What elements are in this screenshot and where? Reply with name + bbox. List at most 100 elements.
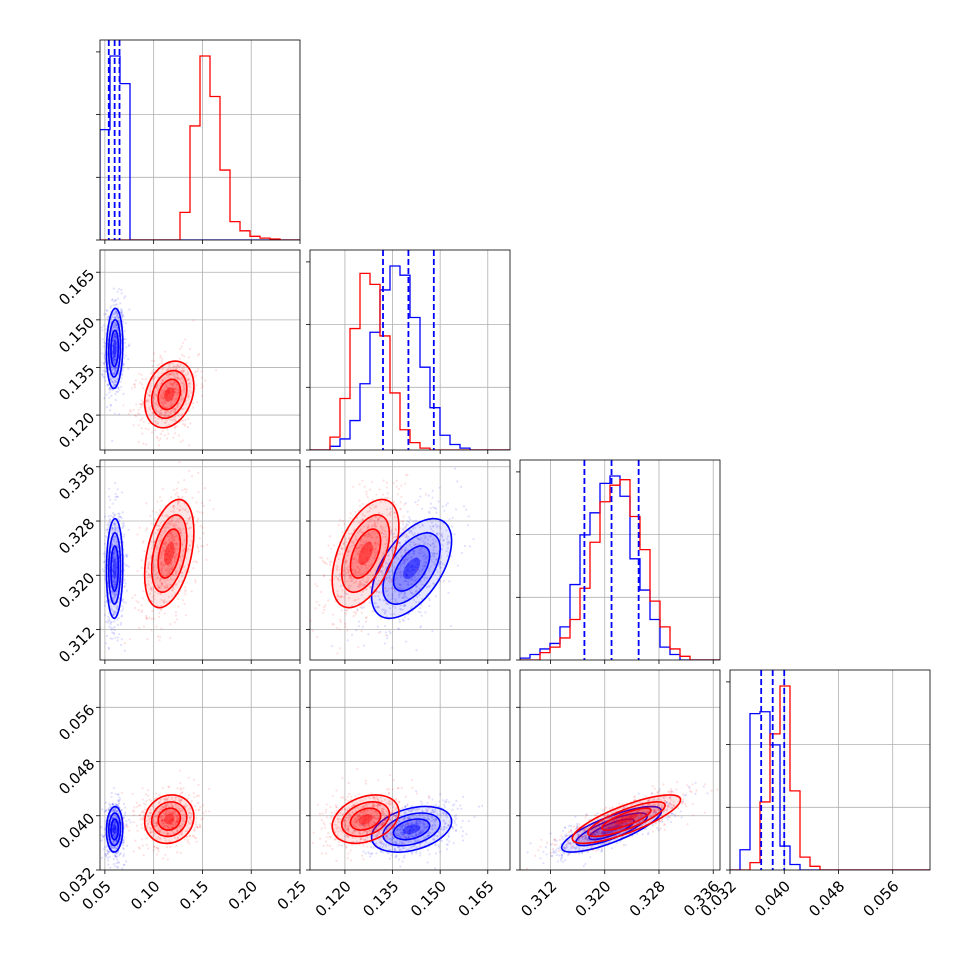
sample-point [160, 394, 163, 397]
sample-point [173, 410, 176, 413]
sample-point [353, 568, 356, 571]
sample-point [170, 519, 174, 522]
sample-point [111, 357, 114, 360]
sample-point [407, 535, 410, 539]
sample-point [122, 600, 125, 604]
sample-point [104, 312, 107, 316]
sample-point [363, 548, 366, 552]
sample-point [377, 631, 381, 634]
sample-point [371, 610, 374, 613]
sample-point [427, 494, 430, 497]
sample-point [102, 369, 105, 372]
sample-point [413, 552, 416, 555]
sample-point [356, 608, 359, 611]
sample-point [399, 583, 402, 587]
sample-point [187, 776, 190, 779]
sample-point [439, 566, 442, 569]
sample-point [182, 382, 185, 385]
sample-point [173, 522, 176, 526]
sample-point [160, 433, 163, 436]
sample-point [380, 571, 383, 574]
sample-point [401, 528, 404, 531]
sample-point [114, 333, 117, 336]
sample-point [368, 505, 371, 508]
sample-point [179, 347, 182, 350]
sample-point [368, 601, 371, 604]
sample-point [163, 393, 166, 396]
sample-point [389, 632, 392, 635]
sample-point [357, 565, 360, 569]
sample-point [115, 339, 118, 342]
sample-point [153, 564, 157, 567]
sample-point [145, 399, 148, 402]
sample-point [348, 574, 351, 578]
sample-point [113, 356, 116, 359]
sample-point [111, 558, 114, 562]
sample-point [134, 839, 137, 842]
sample-point [399, 507, 402, 510]
sample-point [196, 510, 199, 513]
sample-point [111, 344, 114, 348]
sample-point [154, 573, 158, 576]
sample-point [369, 488, 372, 491]
sample-point [403, 571, 406, 574]
sample-point [383, 611, 386, 614]
sample-point [161, 378, 164, 381]
sample-point [121, 523, 124, 526]
sample-point [115, 569, 118, 572]
sample-point [176, 500, 179, 503]
sample-point [355, 629, 358, 632]
sample-point [323, 561, 326, 564]
sample-point [114, 322, 117, 325]
sample-point [114, 303, 117, 306]
sample-point [114, 575, 117, 578]
sample-point [375, 525, 378, 528]
sample-point [159, 635, 162, 638]
sample-point [431, 554, 434, 557]
sample-point [117, 800, 120, 803]
sample-point [176, 374, 179, 377]
sample-point [200, 386, 203, 389]
sample-point [420, 614, 423, 617]
sample-point [434, 540, 437, 543]
sample-point [164, 543, 167, 546]
sample-point [168, 391, 171, 394]
sample-point [441, 544, 444, 547]
sample-point [113, 338, 116, 341]
sample-point [142, 854, 145, 857]
sample-point [171, 548, 174, 551]
sample-point [393, 590, 396, 593]
sample-point [417, 577, 420, 580]
sample-point [397, 548, 400, 551]
sample-point [119, 311, 122, 314]
sample-point [170, 496, 173, 499]
sample-point [172, 396, 175, 399]
sample-point [120, 311, 123, 314]
sample-point [159, 556, 162, 559]
sample-point [455, 508, 458, 511]
sample-point [181, 413, 184, 416]
sample-point [172, 387, 175, 390]
sample-point [149, 586, 153, 589]
sample-point [188, 382, 191, 385]
sample-point [173, 549, 176, 553]
sample-point [363, 571, 366, 574]
sample-point [177, 580, 181, 583]
sample-point [347, 532, 350, 536]
sample-point [439, 561, 442, 564]
sample-point [150, 431, 153, 434]
sample-point [178, 461, 181, 464]
sample-point [412, 527, 415, 530]
sample-point [123, 578, 126, 582]
sample-point [174, 571, 178, 574]
sample-point [389, 577, 392, 580]
sample-point [438, 562, 441, 565]
sample-point [205, 558, 208, 562]
sample-point [182, 370, 185, 374]
sample-point [416, 536, 419, 540]
sample-point [149, 390, 152, 394]
sample-point [361, 531, 364, 534]
sample-point [116, 639, 119, 642]
sample-point [200, 376, 203, 379]
sample-point [198, 511, 201, 514]
